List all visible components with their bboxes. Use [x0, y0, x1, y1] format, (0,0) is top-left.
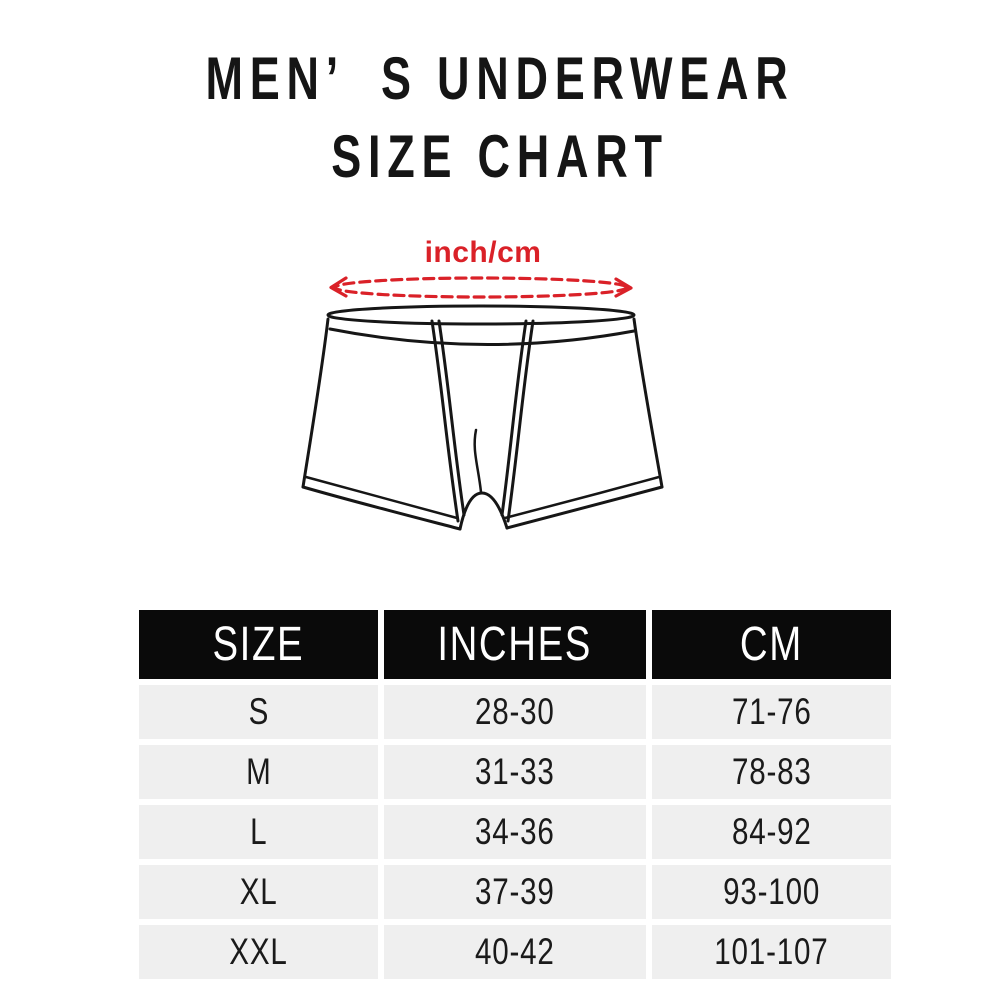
- right-fly-line-inner: [500, 319, 528, 517]
- header-cell-cm: CM: [652, 610, 891, 679]
- cell-value: 31-33: [475, 751, 555, 792]
- page-title-line-2: SIZE CHART: [331, 123, 669, 190]
- page-title-line-1: MEN’ S UNDERWEAR: [205, 45, 795, 112]
- table-cell-xl-size: XL: [139, 865, 378, 919]
- page-title: MEN’ S UNDERWEAR SIZE CHART: [0, 40, 1000, 196]
- measure-arrow-right-icon: [614, 277, 633, 298]
- right-fly-line-outer: [506, 319, 535, 523]
- header-label: INCHES: [437, 618, 593, 671]
- table-cell-m-inches: 31-33: [384, 745, 646, 799]
- measure-arrow-left-icon: [329, 276, 348, 298]
- fly-center-stitch: [473, 428, 483, 494]
- boxer-briefs-illustration: [301, 276, 664, 531]
- underwear-diagram: [300, 265, 700, 545]
- cell-value: L: [249, 811, 268, 852]
- boxer-stitching: [304, 428, 661, 520]
- table-cell-xxl-size: XXL: [139, 925, 378, 979]
- table-cell-m-size: M: [139, 745, 378, 799]
- cell-value: 71-76: [731, 691, 812, 732]
- table-cell-l-size: L: [139, 805, 378, 859]
- cell-value: 93-100: [723, 871, 820, 912]
- left-leg-hem: [301, 485, 462, 531]
- right-hem-stitch: [503, 475, 661, 520]
- cell-value: 101-107: [714, 931, 829, 972]
- header-cell-inches: INCHES: [384, 610, 646, 679]
- cell-value: XL: [239, 871, 278, 912]
- table-cell-xl-cm: 93-100: [652, 865, 891, 919]
- cell-value: 34-36: [475, 811, 555, 852]
- table-cell-xxl-inches: 40-42: [384, 925, 646, 979]
- table-cell-s-inches: 28-30: [384, 685, 646, 739]
- cell-value: 84-92: [731, 811, 812, 852]
- right-leg-hem: [505, 485, 664, 530]
- waist-measure-label: inch/cm: [424, 236, 542, 269]
- header-label: SIZE: [212, 618, 305, 671]
- cell-value: 78-83: [731, 751, 812, 792]
- table-cell-xl-inches: 37-39: [384, 865, 646, 919]
- cell-value: S: [248, 691, 269, 732]
- crotch-arch: [458, 491, 509, 531]
- size-table: SIZE INCHES CM S 28-30 71-76 M 31-33 78-…: [139, 610, 891, 979]
- cell-value: 40-42: [475, 931, 555, 972]
- right-outer-seam: [632, 317, 664, 489]
- table-cell-m-cm: 78-83: [652, 745, 891, 799]
- measure-tape-ellipse: [329, 276, 633, 299]
- table-cell-l-cm: 84-92: [652, 805, 891, 859]
- waistband-rim: [326, 304, 636, 326]
- table-cell-xxl-cm: 101-107: [652, 925, 891, 979]
- left-outer-seam: [301, 317, 330, 489]
- cell-value: XXL: [229, 931, 288, 972]
- table-cell-l-inches: 34-36: [384, 805, 646, 859]
- boxer-outline: [301, 304, 664, 531]
- table-cell-s-size: S: [139, 685, 378, 739]
- table-cell-s-cm: 71-76: [652, 685, 891, 739]
- cell-value: 37-39: [475, 871, 555, 912]
- cell-value: M: [245, 751, 272, 792]
- left-hem-stitch: [304, 475, 459, 520]
- header-label: CM: [740, 618, 803, 671]
- left-fly-line-outer: [430, 319, 460, 523]
- left-fly-line-inner: [437, 319, 466, 517]
- waistband-lower-edge: [328, 327, 636, 346]
- cell-value: 28-30: [475, 691, 555, 732]
- header-cell-size: SIZE: [139, 610, 378, 679]
